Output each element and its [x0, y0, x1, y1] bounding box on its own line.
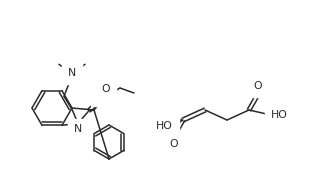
Text: O: O: [170, 139, 178, 149]
Text: O: O: [97, 91, 105, 101]
Text: HO: HO: [156, 121, 173, 131]
Text: N: N: [68, 68, 76, 78]
Text: N: N: [74, 124, 82, 134]
Text: O: O: [254, 81, 262, 91]
Text: O: O: [102, 84, 110, 94]
Text: HO: HO: [271, 110, 288, 120]
